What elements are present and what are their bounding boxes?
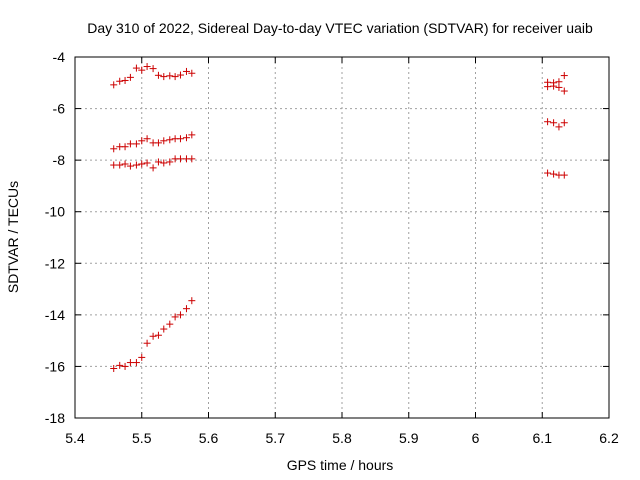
data-point [121,143,129,151]
data-point [110,364,118,372]
data-point [555,123,563,131]
data-point [166,136,174,144]
data-point [560,171,568,179]
data-point [160,159,168,167]
data-point [138,66,146,74]
y-tick-labels: -4 -6 -8 -10 -12 -14 -16 -18 [45,49,65,426]
data-point [143,135,151,143]
data-point [132,359,140,367]
data-point [132,161,140,169]
data-point [132,64,140,72]
data-point [143,159,151,167]
x-tick-label: 5.4 [65,430,85,446]
data-points [110,63,568,372]
data-point [544,118,552,126]
y-tick-label: -10 [45,204,65,220]
y-tick-label: -8 [53,152,66,168]
data-point [176,311,184,319]
data-point [171,73,179,81]
data-point [143,63,151,71]
data-point [160,73,168,81]
data-point [121,160,129,168]
data-point [544,169,552,177]
x-tick-label: 5.6 [199,430,219,446]
data-point [154,158,162,166]
data-point [188,131,196,139]
x-tick-label: 6.2 [599,430,619,446]
data-point [550,170,558,178]
data-point [166,320,174,328]
series-track-5 [110,297,196,372]
data-point [560,87,568,95]
data-point [154,331,162,339]
x-axis-label: GPS time / hours [287,457,394,473]
data-point [121,76,129,84]
data-point [110,145,118,153]
data-point [166,72,174,80]
data-point [110,81,118,89]
y-tick-label: -18 [45,410,65,426]
data-point [544,78,552,86]
data-point [110,161,118,169]
x-tick-label: 6.1 [533,430,553,446]
data-point [138,160,146,168]
data-point [182,305,190,313]
data-point [116,361,124,369]
data-point [154,71,162,79]
data-point [160,137,168,145]
series-track-1 [110,63,568,91]
x-tick-label: 6 [472,430,480,446]
axis-ticks [74,56,610,419]
x-tick-label: 5.7 [266,430,286,446]
series-track-4 [110,155,568,179]
y-tick-label: -16 [45,358,65,374]
data-point [188,155,196,163]
data-point [126,359,134,367]
data-point [149,164,157,172]
series-track-2 [544,78,568,95]
series-track-3 [110,118,568,153]
data-point [560,72,568,80]
data-point [555,83,563,91]
data-point [176,135,184,143]
data-point [132,140,140,148]
y-tick-label: -14 [45,307,65,323]
x-tick-labels: 5.4 5.5 5.6 5.7 5.8 5.9 6 6.1 6.2 [65,430,619,446]
data-point [154,139,162,147]
data-point [188,69,196,77]
data-point [550,82,558,90]
data-point [176,155,184,163]
data-point [149,65,157,73]
y-tick-label: -4 [53,49,66,65]
data-point [182,67,190,75]
data-point [149,332,157,340]
data-point [188,297,196,305]
y-axis-label: SDTVAR / TECUs [5,181,21,293]
y-tick-label: -6 [53,101,66,117]
data-point [560,119,568,127]
data-point [126,140,134,148]
data-point [116,77,124,85]
data-point [116,161,124,169]
data-point [171,313,179,321]
data-point [166,158,174,166]
y-tick-label: -12 [45,255,65,271]
data-point [126,162,134,170]
data-point [160,325,168,333]
data-point [176,71,184,79]
data-point [126,73,134,81]
data-point [121,362,129,370]
chart-title: Day 310 of 2022, Sidereal Day-to-day VTE… [87,20,593,36]
data-point [550,119,558,127]
data-point [138,137,146,145]
data-point [138,353,146,361]
x-tick-label: 5.8 [332,430,352,446]
data-point [143,339,151,347]
x-tick-label: 5.9 [399,430,419,446]
data-point [182,134,190,142]
grid [75,57,609,418]
x-tick-label: 5.5 [132,430,152,446]
